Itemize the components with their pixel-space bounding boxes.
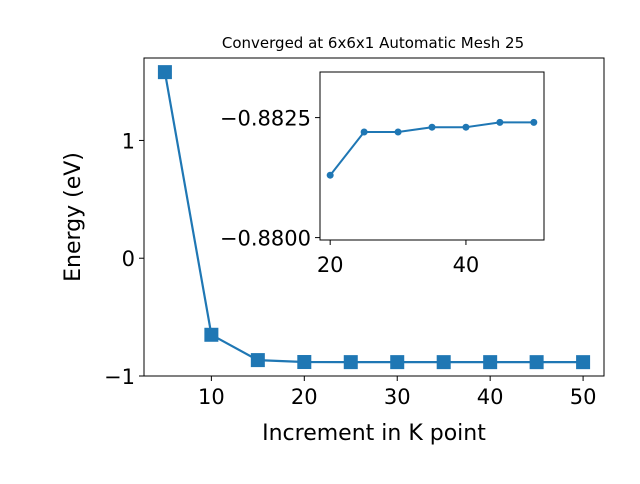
inset-x-axis: 20 40 [317, 240, 479, 277]
inset-data-point [360, 128, 368, 136]
inset-y-axis: −0.8825 −0.8800 [220, 107, 320, 251]
main-x-axis: 10 20 30 40 50 [198, 376, 596, 409]
main-data-point [297, 355, 312, 370]
main-series-line [163, 71, 584, 364]
chart-title: Converged at 6x6x1 Automatic Mesh 25 [222, 34, 524, 52]
main-data-point [343, 355, 358, 370]
main-x-tick-label: 50 [570, 385, 597, 409]
main-data-point [436, 355, 451, 370]
inset-data-point [394, 128, 402, 136]
main-y-tick-label: −1 [104, 365, 135, 389]
inset-series-markers [326, 118, 538, 179]
main-data-point [483, 355, 498, 370]
inset-data-point [496, 118, 504, 126]
inset-y-tick-label: −0.8800 [220, 227, 311, 251]
main-y-tick-label: 1 [122, 129, 135, 153]
main-x-tick-label: 20 [291, 385, 318, 409]
inset-data-point [326, 171, 334, 179]
main-data-point [204, 327, 219, 342]
main-data-point [529, 355, 544, 370]
inset-x-tick-label: 20 [317, 253, 344, 277]
inset-plot-frame [319, 71, 545, 241]
main-data-point [157, 65, 172, 80]
main-x-tick-label: 10 [198, 385, 225, 409]
main-x-tick-label: 40 [477, 385, 504, 409]
main-x-tick-label: 30 [384, 385, 411, 409]
main-data-point [576, 355, 591, 370]
main-y-tick-label: 0 [122, 247, 135, 271]
main-data-point [250, 353, 265, 368]
main-plot-frame [143, 57, 605, 377]
inset-data-point [462, 123, 470, 131]
y-axis-label: Energy (eV) [61, 152, 86, 282]
main-y-axis: 1 0 −1 [104, 129, 144, 389]
inset-y-tick-label: −0.8825 [220, 107, 311, 131]
inset-data-point [530, 118, 538, 126]
inset-x-tick-label: 40 [453, 253, 480, 277]
inset-data-point [428, 123, 436, 131]
main-plot: 10 20 30 40 50 10−1 [104, 57, 605, 409]
inset-plot: 20 40 −0.8825−0.8800 [220, 71, 545, 277]
main-series-markers [157, 65, 591, 370]
x-axis-label: Increment in K point [262, 421, 486, 446]
main-data-point [390, 355, 405, 370]
